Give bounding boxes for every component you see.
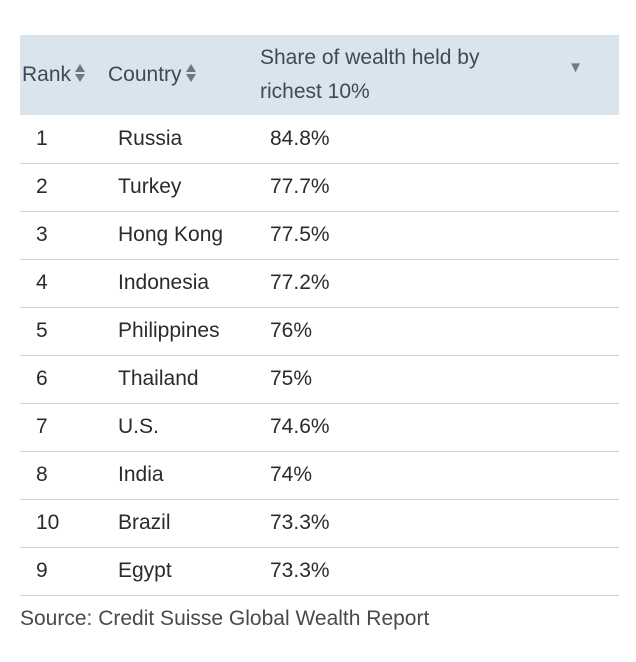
rank-cell: 6 <box>36 367 48 390</box>
share-cell: 77.5% <box>270 223 330 246</box>
share-cell: 73.3% <box>270 559 330 582</box>
rank-cell: 9 <box>36 559 48 582</box>
rank-cell: 7 <box>36 415 48 438</box>
share-header-label: Share of wealth held by richest 10% <box>260 41 550 109</box>
rank-cell: 2 <box>36 175 48 198</box>
rank-cell: 1 <box>36 126 48 150</box>
table-body: 1 Russia 84.8% 2 Turkey 77.7% 3 Hong Kong 77.5% 4… <box>20 115 619 595</box>
sort-updown-icon[interactable] <box>74 62 86 84</box>
country-column-header[interactable]: Country <box>108 35 260 115</box>
table-header: Rank Country Share of wealth held by rich… <box>20 35 619 115</box>
source-note: Source: Credit Suisse Global Wealth Repo… <box>20 607 430 630</box>
rank-header-label: Rank <box>22 63 72 86</box>
share-cell: 75% <box>270 367 313 390</box>
share-cell: 73.3% <box>270 511 330 534</box>
share-cell: 84.8% <box>270 126 330 150</box>
table-row: 4 Indonesia 77.2% <box>20 259 619 307</box>
table-row: 2 Turkey 77.7% <box>20 163 619 211</box>
share-header-line1: Share of wealth held by <box>260 46 480 69</box>
table-row: 9 Egypt 73.3% <box>20 547 619 595</box>
country-cell: Indonesia <box>118 271 210 294</box>
header-row: Rank Country Share of wealth held by rich… <box>20 35 619 115</box>
table-row: 8 India 74% <box>20 451 619 499</box>
table-row: 6 Thailand 75% <box>20 355 619 403</box>
country-cell: India <box>118 463 164 486</box>
share-header-line2: richest 10% <box>260 80 370 103</box>
table-row: 7 U.S. 74.6% <box>20 403 619 451</box>
country-header-label: Country <box>108 63 182 86</box>
sort-updown-icon[interactable] <box>185 62 197 84</box>
country-cell: Hong Kong <box>118 223 224 246</box>
country-cell: Thailand <box>118 367 199 390</box>
rank-cell: 10 <box>36 511 60 534</box>
wealth-table-container: Rank Country Share of wealth held by rich… <box>20 35 619 596</box>
rank-cell: 5 <box>36 319 48 342</box>
rank-column-header[interactable]: Rank <box>20 35 108 115</box>
table-row: 1 Russia 84.8% <box>20 115 619 163</box>
table-row: 5 Philippines 76% <box>20 307 619 355</box>
rank-cell: 4 <box>36 271 48 294</box>
share-cell: 74% <box>270 463 313 486</box>
rank-cell: 8 <box>36 463 48 486</box>
table-row: 3 Hong Kong 77.5% <box>20 211 619 259</box>
sort-descending-icon[interactable]: ▼ <box>568 59 583 76</box>
country-cell: Philippines <box>118 319 220 342</box>
country-cell: Egypt <box>118 559 172 582</box>
share-column-header[interactable]: Share of wealth held by richest 10% ▼ <box>260 35 619 115</box>
table-row: 10 Brazil 73.3% <box>20 499 619 547</box>
rank-cell: 3 <box>36 223 48 246</box>
country-cell: Russia <box>118 126 183 150</box>
wealth-share-table: Rank Country Share of wealth held by rich… <box>20 35 619 596</box>
share-cell: 74.6% <box>270 415 330 438</box>
country-cell: Brazil <box>118 511 171 534</box>
country-cell: U.S. <box>118 415 159 438</box>
share-cell: 77.2% <box>270 271 330 294</box>
country-cell: Turkey <box>118 175 182 198</box>
share-cell: 76% <box>270 319 313 342</box>
share-cell: 77.7% <box>270 175 330 198</box>
